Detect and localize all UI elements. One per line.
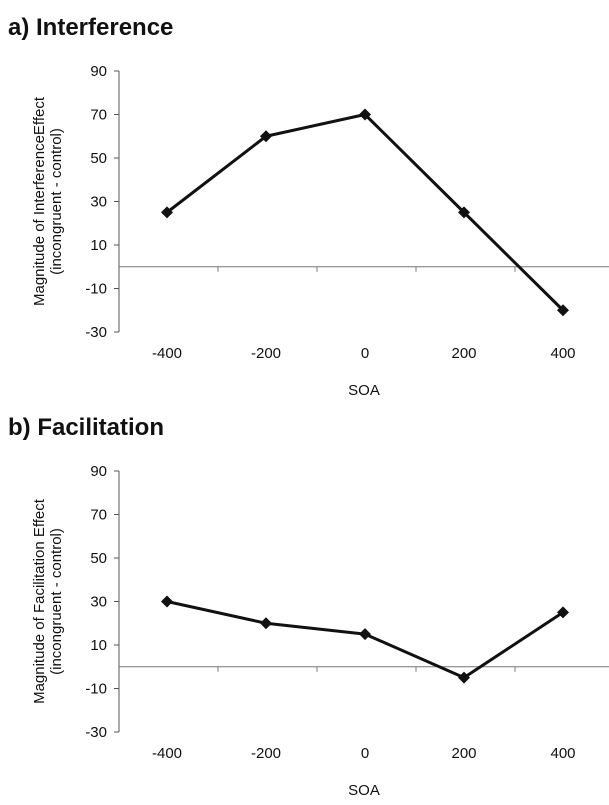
interference-panel: a) Interference 90 70 50 30 10 -10 -30 -400 -200… — [0, 0, 609, 400]
data-point — [458, 206, 470, 219]
y-tick-label: 10 — [90, 637, 107, 654]
x-tick-label: -400 — [152, 345, 182, 362]
facilitation-chart: 90 70 50 30 10 -10 -30 -400 -200 0 200 400 SOA Magnit… — [31, 463, 609, 799]
y-tick-label: -10 — [85, 281, 107, 298]
y-axis-title-line1: Magnitude of Facilitation Effect — [31, 498, 48, 704]
y-tick-label: 10 — [90, 237, 107, 254]
y-tick-label: -30 — [85, 324, 107, 341]
x-tick-label: -200 — [251, 745, 281, 762]
y-tick-label: 90 — [90, 463, 107, 480]
x-tick-label: 0 — [361, 345, 369, 362]
y-tick-label: 50 — [90, 550, 107, 567]
y-axis-title: Magnitude of InterferenceEffect (incongru… — [31, 96, 65, 306]
data-point — [161, 595, 173, 608]
x-tick-label: 400 — [550, 745, 575, 762]
data-point — [557, 304, 569, 317]
y-axis-title-line1: Magnitude of InterferenceEffect — [31, 96, 48, 306]
y-tick-label: 50 — [90, 150, 107, 167]
x-tick-label: 0 — [361, 745, 369, 762]
y-axis-title: Magnitude of Facilitation Effect (incongr… — [31, 498, 65, 704]
panel-title: a) Interference — [8, 14, 174, 41]
data-point — [161, 206, 173, 219]
data-point — [557, 606, 569, 619]
data-point — [260, 617, 272, 630]
interference-chart: 90 70 50 30 10 -10 -30 -400 -200 0 200 400 SOA Magnit… — [31, 63, 609, 399]
y-tick-label: 70 — [90, 507, 107, 524]
series-line — [166, 113, 565, 312]
data-point — [260, 130, 272, 143]
x-tick-label: 400 — [550, 345, 575, 362]
x-axis-title: SOA — [348, 782, 380, 799]
x-tick-label: -400 — [152, 745, 182, 762]
facilitation-panel: b) Facilitation 90 70 50 30 10 -10 -30 -400 -200… — [0, 400, 609, 805]
y-tick-label: -10 — [85, 681, 107, 698]
x-axis-title: SOA — [348, 382, 380, 399]
y-tick-label: 30 — [90, 194, 107, 211]
y-tick-label: -30 — [85, 724, 107, 741]
x-tick-label: -200 — [251, 345, 281, 362]
data-point — [458, 671, 470, 684]
x-tick-label: 200 — [451, 745, 476, 762]
x-tick-label: 200 — [451, 345, 476, 362]
y-tick-label: 30 — [90, 594, 107, 611]
data-point — [359, 108, 371, 121]
y-tick-label: 90 — [90, 63, 107, 80]
y-tick-label: 70 — [90, 107, 107, 124]
y-axis-title-line2: (incongruent - control) — [48, 128, 65, 275]
y-axis-title-line2: (incongruent - control) — [48, 528, 65, 675]
panel-title: b) Facilitation — [8, 414, 164, 441]
data-point — [359, 628, 371, 641]
